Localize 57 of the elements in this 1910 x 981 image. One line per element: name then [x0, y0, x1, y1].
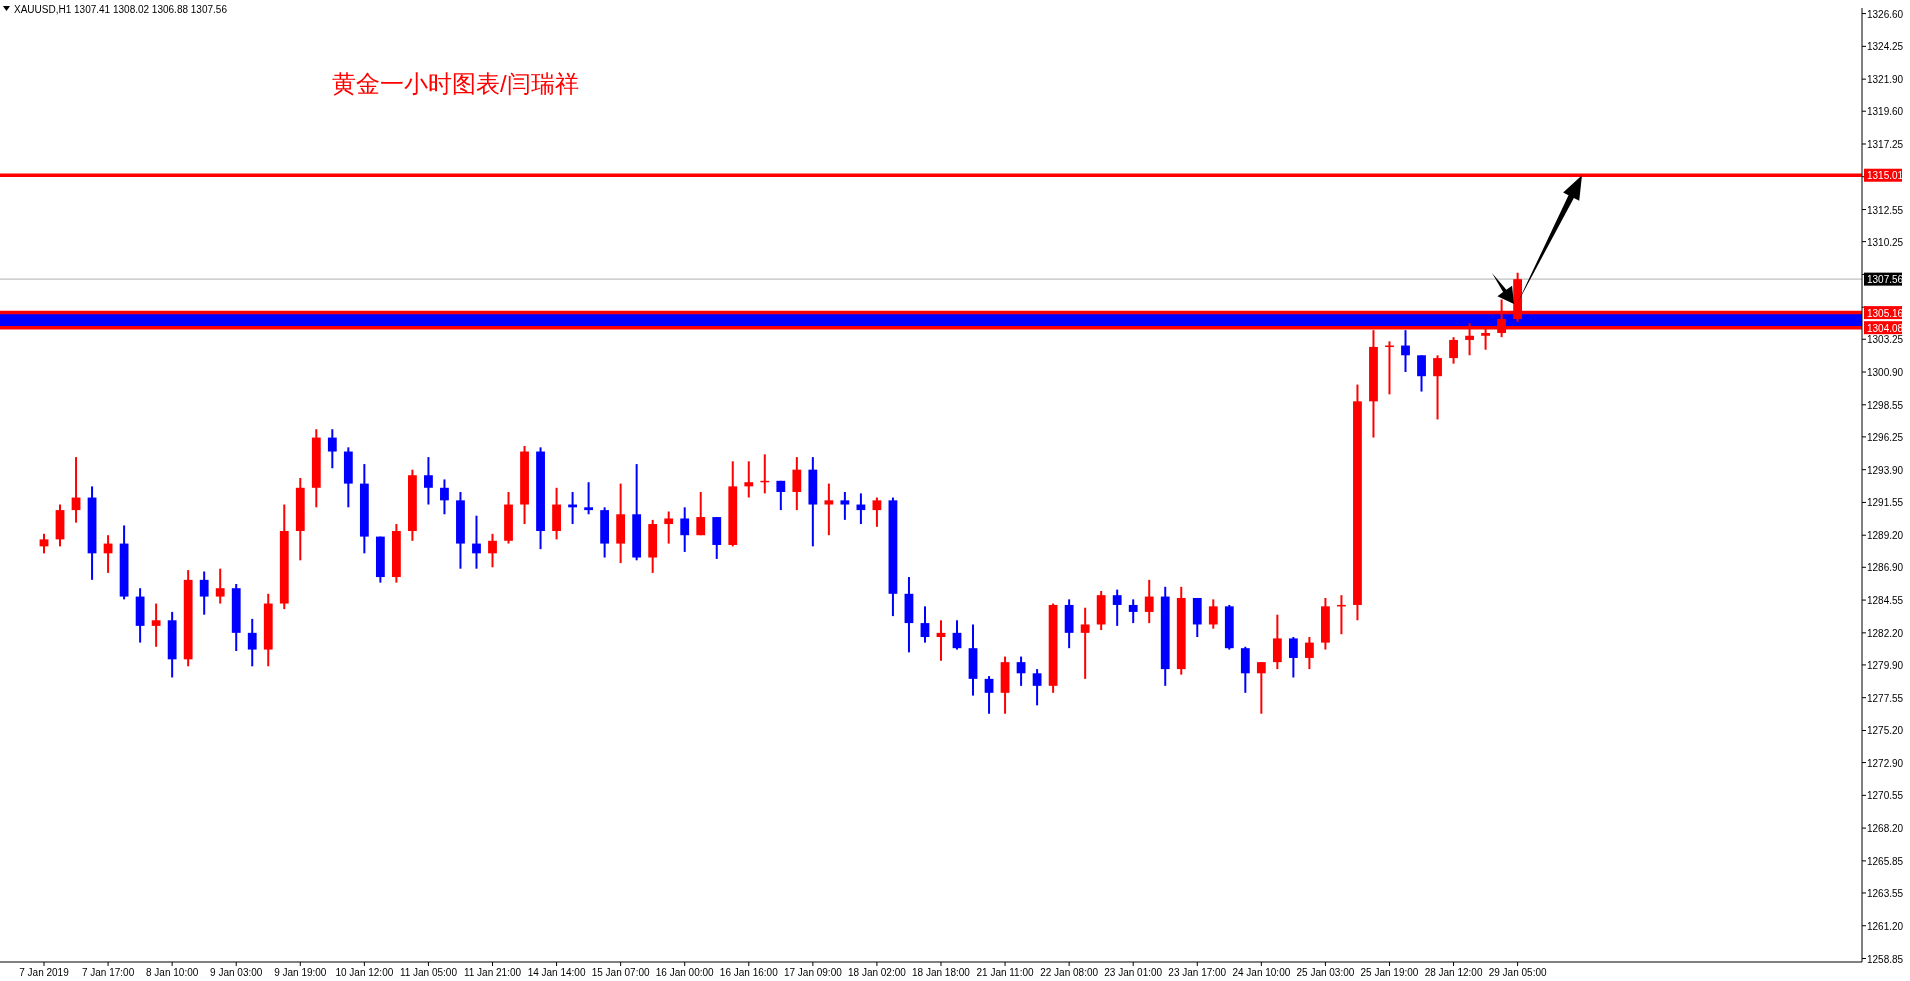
ytick: 1312.55 — [1867, 204, 1904, 216]
title: 黄金一小时图表/闫瑞祥 — [332, 70, 579, 97]
ytick: 1268.20 — [1867, 823, 1904, 835]
xtick: 9 Jan 03:00 — [210, 967, 263, 978]
ref-label: 1307.56 — [1864, 272, 1904, 286]
xtick: 21 Jan 11:00 — [976, 967, 1034, 978]
xtick: 7 Jan 17:00 — [81, 967, 135, 978]
xtick: 24 Jan 10:00 — [1232, 967, 1291, 978]
ytick: 1291.55 — [1867, 497, 1904, 509]
ytick: 1284.55 — [1867, 595, 1904, 607]
ytick: 1270.55 — [1867, 790, 1904, 802]
ytick: 1272.90 — [1867, 757, 1904, 769]
xtick: 28 Jan 12:00 — [1424, 967, 1483, 978]
xtick: 10 Jan 12:00 — [335, 967, 394, 978]
ytick: 1277.55 — [1867, 692, 1904, 704]
ytick: 1319.60 — [1867, 106, 1904, 118]
xtick: 11 Jan 21:00 — [463, 967, 522, 978]
ytick: 1282.20 — [1867, 627, 1904, 639]
ytick: 1326.60 — [1867, 8, 1904, 20]
xtick: 7 Jan 2019 — [19, 967, 69, 978]
ytick: 1289.20 — [1867, 530, 1904, 542]
xtick: 14 Jan 14:00 — [527, 967, 586, 978]
xtick: 23 Jan 17:00 — [1168, 967, 1227, 978]
ref-label: 1315.01 — [1864, 168, 1904, 182]
ytick: 1265.85 — [1867, 855, 1904, 867]
ytick: 1321.90 — [1867, 74, 1904, 86]
xtick: 15 Jan 07:00 — [591, 967, 650, 978]
xtick: 25 Jan 19:00 — [1360, 967, 1419, 978]
annotation: XAUUSD,H1 1307.41 1308.02 1306.88 1307.56 — [14, 4, 227, 15]
ytick: 1293.90 — [1867, 464, 1904, 476]
ref-label: 1304.08 — [1864, 321, 1904, 335]
xtick: 18 Jan 18:00 — [912, 967, 970, 978]
xtick: 22 Jan 08:00 — [1040, 967, 1099, 978]
ytick: 1258.85 — [1867, 953, 1904, 965]
ytick: 1324.25 — [1867, 41, 1904, 53]
ytick: 1303.25 — [1867, 334, 1904, 346]
xtick: 16 Jan 00:00 — [655, 967, 714, 978]
ytick: 1310.25 — [1867, 236, 1904, 248]
ytick: 1286.90 — [1867, 562, 1904, 574]
xtick: 18 Jan 02:00 — [848, 967, 906, 978]
xtick: 17 Jan 09:00 — [783, 967, 842, 978]
ytick: 1317.25 — [1867, 139, 1904, 150]
xtick: 8 Jan 10:00 — [146, 967, 199, 978]
xtick: 16 Jan 16:00 — [719, 967, 778, 978]
xtick: 9 Jan 19:00 — [274, 967, 327, 978]
ytick: 1275.20 — [1867, 725, 1904, 737]
ytick: 1261.20 — [1867, 920, 1904, 932]
ytick: 1300.90 — [1867, 367, 1904, 379]
xtick: 25 Jan 03:00 — [1296, 967, 1355, 978]
xtick: 29 Jan 05:00 — [1488, 967, 1547, 978]
ytick: 1298.55 — [1867, 399, 1904, 411]
ytick: 1263.55 — [1867, 887, 1904, 899]
xtick: 23 Jan 01:00 — [1104, 967, 1163, 978]
xtick: 11 Jan 05:00 — [399, 967, 457, 978]
ref-label: 1305.16 — [1864, 306, 1904, 320]
ytick: 1296.25 — [1867, 431, 1904, 443]
ytick: 1279.90 — [1867, 659, 1904, 671]
